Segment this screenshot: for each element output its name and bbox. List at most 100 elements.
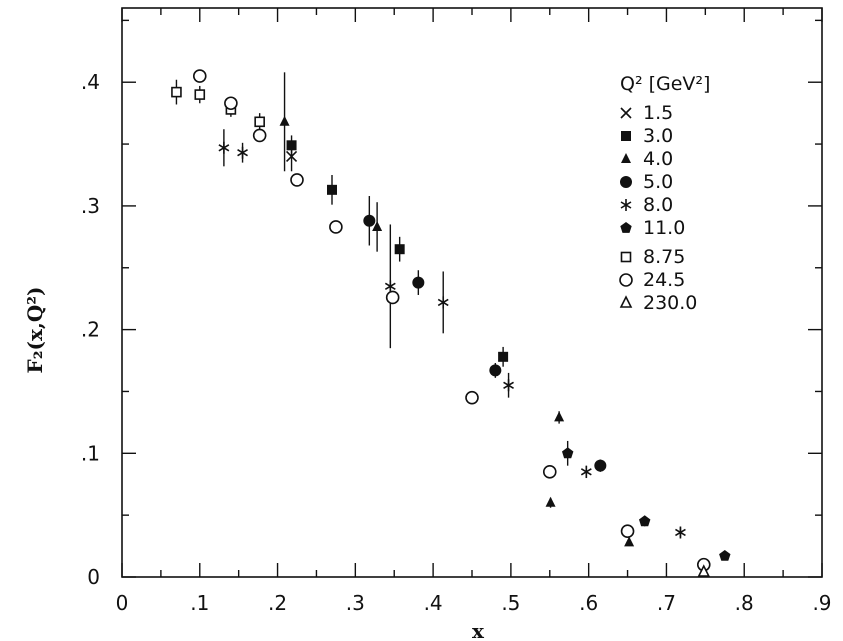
point-asterisk (503, 372, 514, 398)
data-point-marker (437, 296, 449, 309)
data-point-marker (554, 411, 565, 422)
point-triangle-filled (624, 536, 635, 547)
data-point-marker (498, 351, 509, 362)
legend-item: 4.0 (621, 148, 673, 170)
data-point-marker (372, 220, 383, 231)
x-tick-label: 0 (116, 591, 129, 615)
legend-item: 230.0 (619, 292, 697, 314)
data-point-marker (290, 173, 304, 187)
y-axis: 0 .1 .2 .3 .4 (81, 19, 822, 589)
legend-label: 11.0 (643, 217, 685, 239)
data-point-marker (675, 526, 686, 539)
point-pentagon-filled (639, 515, 651, 527)
data-point-marker (285, 150, 298, 163)
data-point-marker (562, 447, 574, 459)
legend-item: 3.0 (621, 125, 673, 147)
x-tick-label: .8 (735, 591, 754, 615)
point-circle-open (290, 173, 304, 187)
point-circle-filled (363, 196, 376, 246)
point-triangle-filled (372, 202, 383, 252)
legend-label: 24.5 (643, 269, 685, 291)
data-point-marker (412, 276, 425, 289)
data-point-marker (697, 564, 711, 577)
legend-item: 24.5 (619, 269, 685, 291)
data-point-marker (489, 364, 502, 377)
legend-label: 4.0 (643, 148, 673, 170)
data-point-marker (254, 116, 265, 128)
x-tick-label: .1 (190, 591, 209, 615)
data-point-marker (542, 465, 557, 479)
plot-frame (121, 7, 823, 578)
legend-label: 3.0 (643, 125, 673, 147)
data-point-marker (194, 89, 206, 100)
point-pentagon-filled (562, 440, 574, 466)
point-asterisk (218, 129, 230, 167)
legend-item: 8.75 (620, 246, 685, 268)
legend-marker (620, 199, 632, 211)
legend-item: 11.0 (620, 217, 685, 239)
data-point-marker (218, 141, 230, 154)
data-point-marker (594, 459, 607, 472)
legend-marker (620, 107, 632, 119)
x-tick-label: .5 (501, 591, 520, 615)
point-asterisk (580, 465, 592, 479)
legend-marker (621, 153, 631, 163)
point-asterisk (437, 271, 449, 334)
point-circle-open (224, 96, 238, 111)
data-point-marker (252, 128, 267, 143)
legend-item: 8.0 (620, 194, 673, 216)
data-point-marker (719, 550, 731, 561)
legend-label: 8.75 (643, 246, 685, 268)
plot-border (121, 7, 823, 578)
x-tick-label: .2 (268, 591, 287, 615)
legend-label: 1.5 (643, 102, 673, 124)
point-circle-filled (412, 270, 425, 295)
point-circle-open (192, 69, 207, 83)
data-point-marker (224, 96, 238, 111)
point-square-filled (286, 135, 297, 156)
data-point-marker (327, 184, 337, 195)
point-triangle-filled (279, 72, 290, 172)
point-circle-open (620, 524, 635, 539)
point-circle-open (542, 465, 557, 479)
legend-marker (620, 222, 632, 233)
legend-item: 5.0 (620, 171, 673, 193)
legend-title: Q² [GeV²] (620, 73, 710, 95)
point-circle-open (329, 220, 343, 234)
legend-marker (620, 251, 632, 263)
point-asterisk (384, 224, 396, 349)
x-tick-label: .4 (424, 591, 443, 615)
data-point-marker (384, 280, 396, 293)
point-circle-open (465, 390, 479, 405)
point-square-open (171, 79, 182, 105)
data-point-marker (580, 465, 592, 478)
data-point-marker (394, 244, 405, 255)
y-axis-label: F₂(x,Q²) (23, 287, 47, 374)
legend-item: 1.5 (620, 102, 673, 124)
point-triangle-filled (545, 496, 556, 508)
x-tick-label: .9 (812, 591, 831, 615)
point-circle-open (385, 290, 400, 305)
data-point-marker (624, 536, 635, 547)
legend-label: 230.0 (643, 292, 697, 314)
x-tick-label: .7 (657, 591, 676, 615)
x-axis-label: x (472, 619, 485, 641)
data-point-marker (503, 379, 514, 392)
data-points (171, 69, 731, 577)
point-pentagon-filled (719, 550, 731, 561)
legend-label: 8.0 (643, 194, 673, 216)
point-circle-filled (594, 459, 607, 472)
point-square-open (254, 113, 265, 131)
legend-marker (619, 273, 633, 287)
data-point-marker (545, 496, 556, 507)
point-asterisk (237, 142, 248, 163)
data-point-marker (620, 524, 635, 539)
x-axis: 0 .1 .2 .3 .4 .5 .6 .7 .8 .9 (116, 8, 832, 615)
data-point-marker (192, 69, 207, 83)
point-square-filled (327, 174, 337, 205)
point-square-filled (394, 236, 405, 262)
data-point-marker (385, 290, 400, 305)
legend-marker (620, 176, 632, 188)
data-point-marker (286, 140, 297, 151)
point-triangle-filled (554, 411, 565, 424)
